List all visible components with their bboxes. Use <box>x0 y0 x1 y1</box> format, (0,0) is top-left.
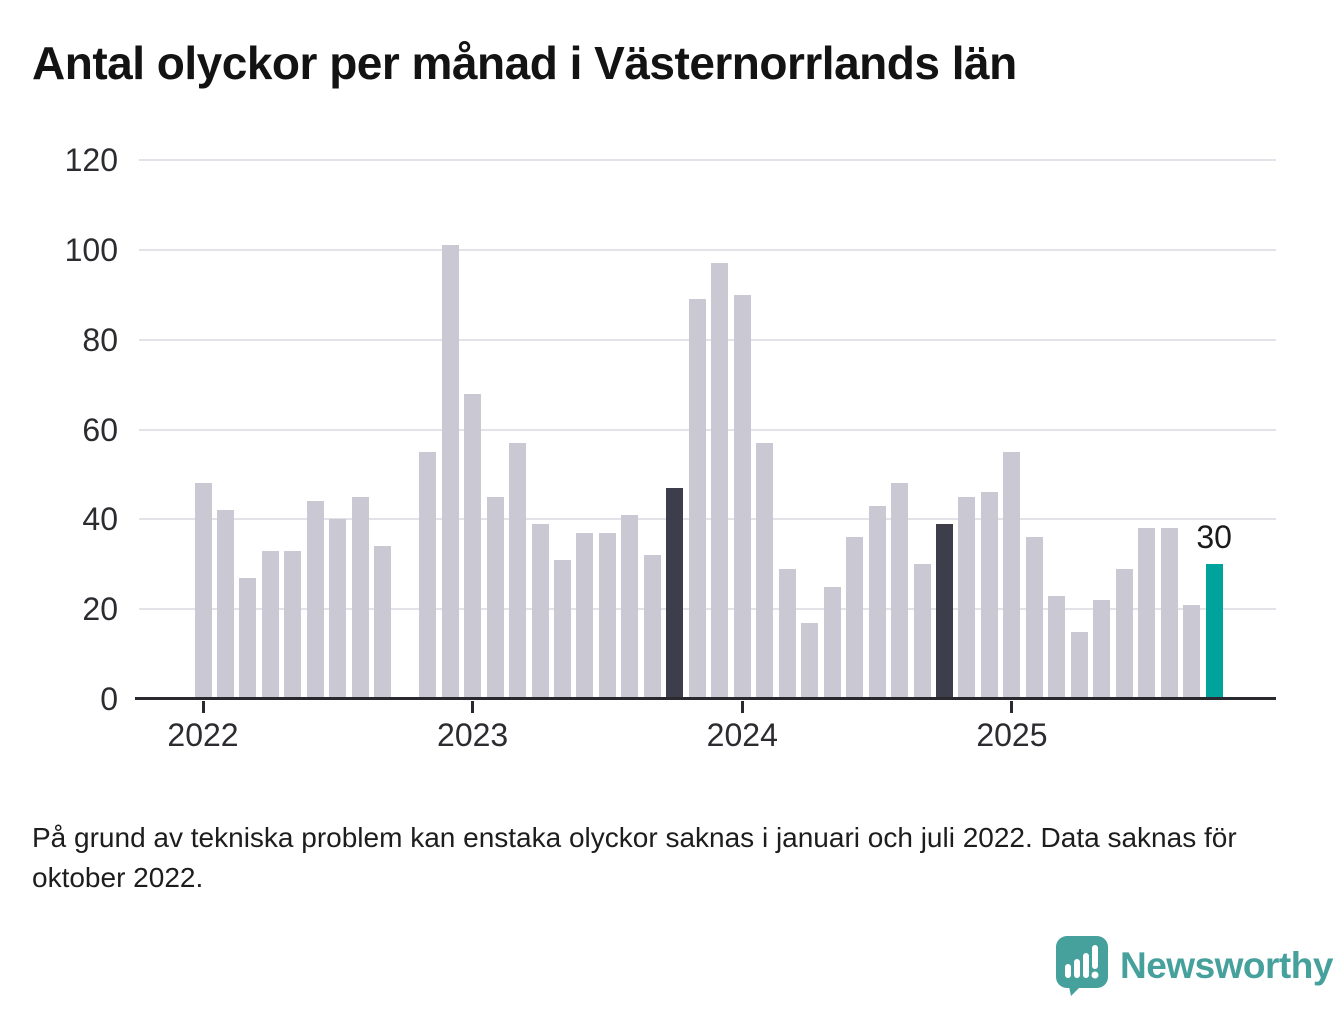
bar-highlight-dark <box>936 523 953 699</box>
bar <box>756 442 774 699</box>
bar <box>554 559 572 699</box>
y-axis-label: 60 <box>82 411 118 448</box>
bar <box>374 546 392 699</box>
gridline <box>139 338 1276 341</box>
y-axis-label: 0 <box>100 681 118 717</box>
bar <box>239 577 257 699</box>
bar <box>531 523 549 699</box>
gridline <box>139 608 1276 611</box>
bar <box>913 564 931 699</box>
newsworthy-logo-icon <box>1056 936 1108 996</box>
plot-area: 30 2022 2023 2024 2025 <box>135 159 1276 753</box>
bar <box>1138 528 1156 699</box>
y-axis-label: 80 <box>82 321 118 358</box>
bar <box>711 263 729 699</box>
bar <box>1003 451 1021 699</box>
x-axis-label: 2025 <box>976 717 1048 753</box>
bar <box>846 537 864 699</box>
bar-highlight-current <box>1205 564 1223 699</box>
bar-highlight-dark <box>666 487 684 699</box>
bar <box>1025 537 1043 699</box>
bar <box>1070 631 1088 699</box>
bar <box>1183 604 1201 699</box>
bar <box>464 393 482 699</box>
y-axis-label: 120 <box>64 142 118 178</box>
x-axis-label: 2022 <box>167 717 239 753</box>
footnote-line-2: oktober 2022. <box>32 862 204 893</box>
bar <box>216 510 234 699</box>
bar <box>509 442 527 699</box>
bar <box>284 550 302 699</box>
chart-title: Antal olyckor per månad i Västernorrland… <box>32 37 1017 89</box>
y-axis: 0 20 40 60 80 100 120 <box>0 143 118 716</box>
bar <box>598 532 616 699</box>
bar <box>980 492 998 699</box>
x-axis-tick <box>1010 701 1014 713</box>
bar <box>643 555 661 699</box>
x-axis-tick <box>471 701 475 713</box>
x-axis-tick <box>201 701 205 713</box>
gridline <box>139 518 1276 521</box>
x-axis-line <box>135 697 1276 700</box>
newsworthy-logo-text: Newsworthy <box>1120 945 1333 986</box>
bar <box>306 501 324 699</box>
y-axis-label: 20 <box>82 591 118 628</box>
chart-footnote: På grund av tekniska problem kan enstaka… <box>32 818 1237 898</box>
bar <box>261 550 279 699</box>
bar <box>351 496 369 699</box>
newsworthy-logo: Newsworthy <box>1056 936 1333 996</box>
bar <box>801 622 819 699</box>
bar <box>891 483 909 699</box>
x-axis-label: 2023 <box>437 717 509 753</box>
bar <box>486 496 504 699</box>
bar <box>1160 528 1178 699</box>
gridline <box>139 428 1276 431</box>
bar <box>419 451 437 699</box>
gridline <box>139 248 1276 251</box>
bar <box>621 514 639 699</box>
bar <box>823 586 841 699</box>
x-axis-label: 2024 <box>706 717 778 753</box>
bar <box>194 483 212 699</box>
bar <box>1115 568 1133 699</box>
bar <box>778 568 796 699</box>
bar <box>688 299 706 699</box>
y-axis-label: 100 <box>64 231 118 268</box>
bar <box>958 496 976 699</box>
bar <box>1093 600 1111 699</box>
bar <box>329 519 347 699</box>
gridline <box>139 159 1276 161</box>
bar-value-label: 30 <box>1196 519 1232 556</box>
bar <box>1048 595 1066 699</box>
y-axis-label: 40 <box>82 501 118 538</box>
bar <box>868 505 886 699</box>
x-axis-tick <box>740 701 744 713</box>
bar <box>733 294 751 699</box>
bar <box>441 245 459 699</box>
footnote-line-1: På grund av tekniska problem kan enstaka… <box>32 822 1237 853</box>
bar <box>576 532 594 699</box>
